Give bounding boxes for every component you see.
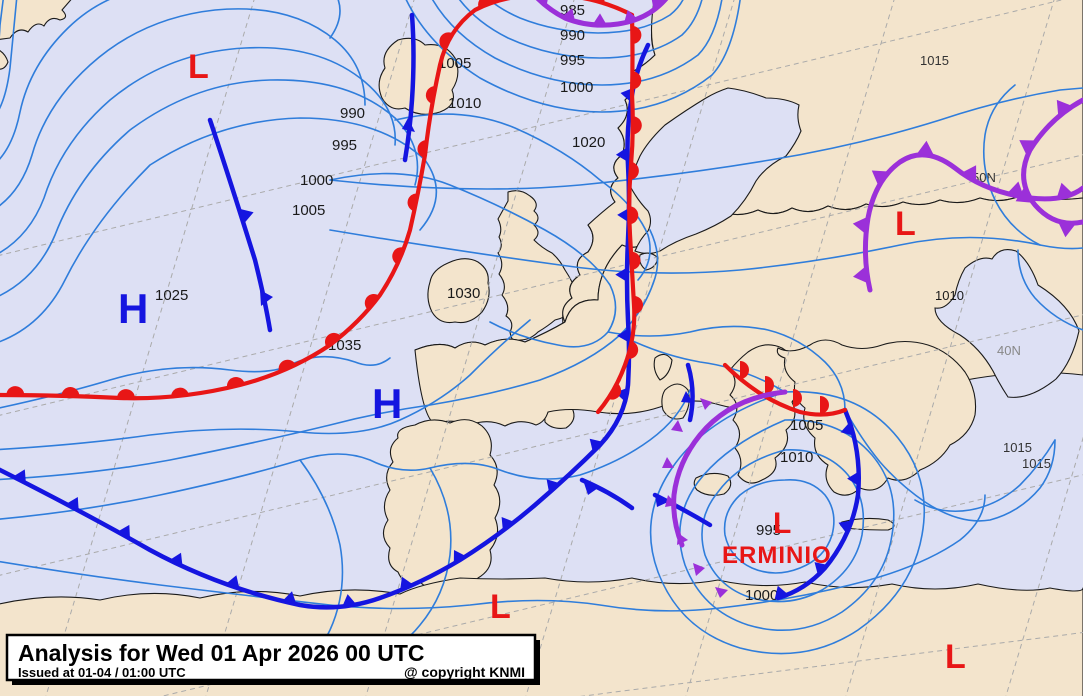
svg-text:1025: 1025 [155,287,188,304]
svg-text:1015: 1015 [1003,440,1032,455]
svg-text:1015: 1015 [920,53,949,68]
svg-text:L: L [895,205,916,243]
svg-text:1005: 1005 [790,417,823,434]
svg-text:1000: 1000 [300,172,333,189]
svg-text:1010: 1010 [780,449,813,466]
svg-text:@ copyright KNMI: @ copyright KNMI [404,664,525,680]
svg-text:1010: 1010 [448,95,481,112]
svg-text:40N: 40N [997,343,1021,358]
svg-text:995: 995 [332,137,357,154]
svg-text:990: 990 [340,105,365,122]
svg-text:1005: 1005 [292,202,325,219]
svg-text:1020: 1020 [572,134,605,151]
svg-text:L: L [188,48,209,86]
svg-text:1000: 1000 [745,587,778,604]
svg-text:H: H [118,285,148,332]
svg-text:1030: 1030 [447,285,480,302]
svg-text:ERMINIO: ERMINIO [722,542,832,569]
svg-text:1015: 1015 [1022,456,1051,471]
svg-text:L: L [773,507,791,540]
svg-text:Issued at 01-04 / 01:00 UTC: Issued at 01-04 / 01:00 UTC [18,665,186,680]
svg-text:990: 990 [560,27,585,44]
svg-text:L: L [945,638,966,676]
svg-text:H: H [372,380,402,427]
svg-text:995: 995 [560,52,585,69]
svg-text:1010: 1010 [935,288,964,303]
svg-text:1000: 1000 [560,79,593,96]
svg-text:Analysis for Wed 01 Apr 2026 0: Analysis for Wed 01 Apr 2026 00 UTC [18,640,425,666]
svg-text:L: L [490,588,511,626]
